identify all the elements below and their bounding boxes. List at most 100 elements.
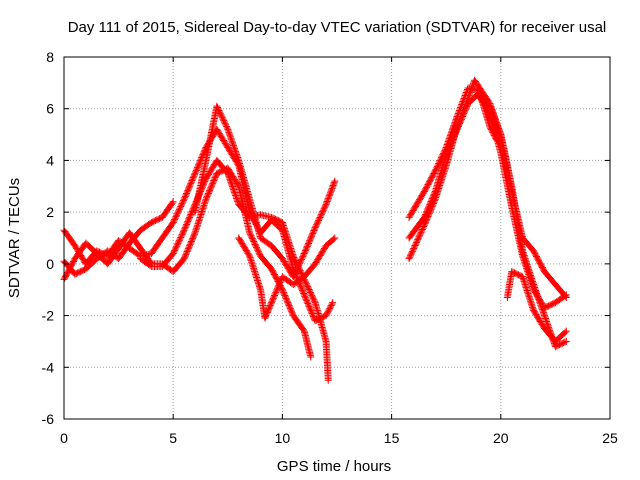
data-point — [206, 185, 214, 193]
data-point — [254, 246, 262, 254]
data-point — [189, 235, 197, 243]
data-point — [225, 172, 233, 180]
data-point — [184, 218, 192, 226]
data-point — [195, 159, 203, 167]
data-point — [297, 282, 305, 290]
data-point — [324, 196, 332, 204]
data-point — [327, 302, 335, 310]
y-axis-label: SDTVAR / TECUs — [6, 178, 23, 298]
data-point — [269, 294, 277, 302]
data-point — [273, 286, 281, 294]
data-point — [204, 191, 212, 199]
data-point — [234, 155, 242, 163]
data-point — [431, 189, 439, 197]
series-track-11 — [503, 268, 570, 345]
data-point — [248, 235, 256, 243]
data-point — [310, 296, 318, 304]
series-track-9 — [405, 89, 570, 301]
data-point — [173, 241, 181, 249]
data-point — [540, 310, 548, 318]
data-point — [211, 174, 219, 182]
data-point — [289, 273, 297, 281]
data-point — [304, 284, 312, 292]
data-point — [233, 196, 241, 204]
data-point — [181, 223, 189, 231]
data-point — [319, 208, 327, 216]
axis-ticks: 0 5 10 15 20 25 -6 -4 -2 0 2 4 6 8 — [42, 49, 618, 446]
data-point — [329, 181, 337, 189]
data-point — [221, 120, 229, 128]
data-point — [416, 230, 424, 238]
data-point — [228, 183, 236, 191]
data-point — [431, 167, 439, 175]
data-point — [227, 180, 235, 188]
data-point — [425, 202, 433, 210]
data-point — [182, 250, 190, 258]
data-point — [317, 212, 325, 220]
data-point — [308, 231, 316, 239]
data-point — [324, 376, 332, 384]
data-point — [410, 244, 418, 252]
data-point — [210, 177, 218, 185]
data-point — [233, 152, 241, 160]
data-point — [466, 90, 474, 98]
data-point — [216, 109, 224, 117]
data-point — [319, 206, 327, 214]
data-point — [227, 178, 235, 186]
data-point — [300, 289, 308, 297]
data-point — [313, 219, 321, 227]
data-point — [185, 215, 193, 223]
data-point — [457, 115, 465, 123]
data-point — [429, 193, 437, 201]
data-point — [495, 125, 503, 133]
data-point — [456, 118, 464, 126]
data-point — [493, 122, 501, 130]
data-point — [305, 286, 313, 294]
data-point — [186, 181, 194, 189]
data-point — [183, 249, 191, 257]
data-point — [436, 157, 444, 165]
data-point — [428, 195, 436, 203]
data-point — [186, 242, 194, 250]
data-point — [210, 175, 218, 183]
data-point — [315, 215, 323, 223]
data-point — [214, 105, 222, 113]
data-point — [188, 236, 196, 244]
data-point — [326, 190, 334, 198]
data-point — [457, 117, 465, 125]
data-point — [412, 240, 420, 248]
data-point — [280, 289, 288, 297]
data-point — [233, 151, 241, 159]
data-point — [219, 115, 227, 123]
series-track-3 — [60, 198, 177, 278]
data-point — [176, 204, 184, 212]
data-point — [443, 150, 451, 158]
data-point — [230, 143, 238, 151]
data-point — [179, 198, 187, 206]
data-point — [275, 281, 283, 289]
data-point — [540, 312, 548, 320]
data-point — [284, 299, 292, 307]
data-point — [561, 328, 569, 336]
data-point — [420, 213, 428, 221]
data-point — [185, 184, 193, 192]
data-point — [173, 210, 181, 218]
data-point — [298, 254, 306, 262]
data-point — [283, 296, 291, 304]
x-tick-label: 5 — [169, 430, 177, 446]
data-point — [173, 211, 181, 219]
data-point — [212, 172, 220, 180]
data-point — [445, 144, 453, 152]
data-point — [178, 200, 186, 208]
data-point — [181, 252, 189, 260]
data-point — [190, 171, 198, 179]
data-point — [562, 291, 570, 299]
data-point — [182, 191, 190, 199]
data-point — [172, 244, 180, 252]
data-point — [331, 177, 339, 185]
data-point — [291, 270, 299, 278]
data-point — [325, 193, 333, 201]
data-point — [209, 179, 217, 187]
data-point — [186, 212, 194, 220]
data-point — [305, 302, 313, 310]
